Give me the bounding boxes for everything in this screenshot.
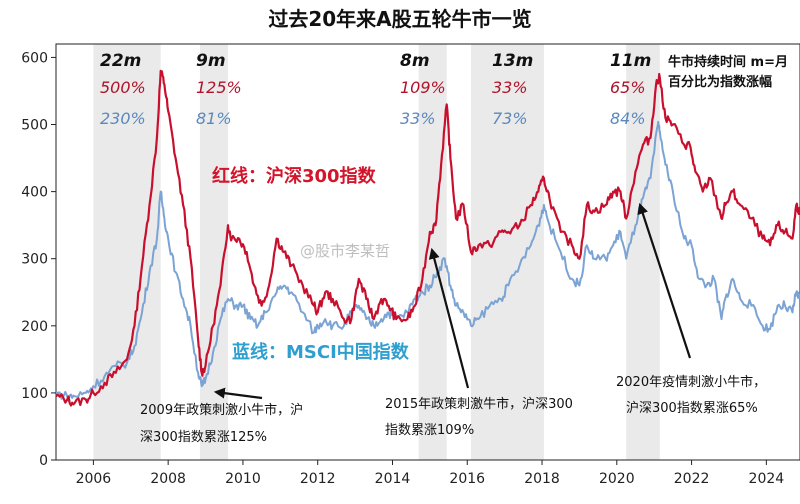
bull-msci-pct-4: 84% [610,109,646,128]
y-tick-label-1: 100 [21,386,48,402]
bull-hs300-pct-0: 500% [100,78,146,97]
annotation-2015: 2015年政策刺激牛市，沪深300 指数累涨109% [385,247,573,438]
annotation-2020-line2: 沪深300指数累涨65% [626,400,758,416]
annotation-2009-arrow [213,387,263,400]
bull-msci-pct-1: 81% [196,109,232,128]
bull-band-3 [470,44,544,460]
x-tick-label-7: 2020 [599,471,635,487]
x-tick-label-4: 2014 [375,471,411,487]
bull-duration-1: 9m [196,51,226,71]
annotation-2015-line1: 2015年政策刺激牛市，沪深300 [385,396,573,412]
bull-hs300-pct-4: 65% [610,78,646,97]
chart-title: 过去20年来A股五轮牛市一览 [268,7,531,31]
x-tick-label-0: 2006 [76,471,112,487]
bull-msci-pct-0: 230% [100,109,146,128]
y-tick-label-0: 0 [39,453,48,469]
y-tick-label-6: 600 [21,50,48,66]
annotation-2020-arrow [637,202,692,359]
plot-frame [55,43,800,461]
annotation-2009-line1: 2009年政策刺激小牛市，沪 [140,402,303,418]
annotation-2015-line2: 指数累涨109% [385,423,474,438]
bull-market-shading [93,44,660,460]
bull-duration-3: 13m [492,51,533,71]
legend-note-duration: 牛市持续时间 m=月 [668,54,788,70]
blue-series-label: 蓝线：MSCI中国指数 [232,341,410,363]
x-tick-label-5: 2016 [449,471,485,487]
annotation-2009-line2: 深300指数累涨125% [140,430,267,445]
red-series-label: 红线：沪深300指数 [212,165,377,187]
bull-duration-2: 8m [400,51,430,71]
bull-msci-pct-3: 73% [492,109,528,128]
y-tick-label-4: 400 [21,185,48,201]
y-axis: 0 100 200 300 400 500 600 [21,50,56,469]
legend-note-percent: 百分比为指数涨幅 [668,74,772,90]
bull-duration-0: 22m [100,51,141,71]
bull-hs300-pct-2: 109% [400,78,446,97]
x-tick-label-1: 2008 [150,471,186,487]
bull-band-0 [93,44,161,460]
annotation-2015-arrow [428,247,470,389]
bull-duration-4: 11m [610,51,651,71]
annotation-2020: 2020年疫情刺激小牛市， 沪深300指数累涨65% [616,202,766,416]
series-line-1 [55,120,800,402]
x-tick-label-2: 2010 [225,471,261,487]
x-tick-label-9: 2024 [749,471,785,487]
bull-hs300-pct-1: 125% [196,78,242,97]
y-tick-label-2: 200 [21,319,48,335]
x-axis: 2006 2008 2010 2012 2014 2016 2018 2020 2022 2024 [76,460,785,487]
annotation-2020-line1: 2020年疫情刺激小牛市， [616,374,766,390]
bull-msci-pct-2: 33% [400,109,436,128]
y-tick-label-3: 300 [21,252,48,268]
watermark: @股市李某哲 [300,242,390,260]
bull-hs300-pct-3: 33% [492,78,528,97]
series-line-0 [55,69,800,407]
annotation-2009: 2009年政策刺激小牛市，沪 深300指数累涨125% [140,387,303,445]
series-layer [55,69,800,407]
y-tick-label-5: 500 [21,118,48,134]
x-tick-label-3: 2012 [300,471,336,487]
x-tick-label-6: 2018 [524,471,560,487]
x-tick-label-8: 2022 [674,471,710,487]
bull-market-labels: 22m 500% 230% 9m 125% 81% 8m 109% 33% 13m 33% 73% 11… [100,51,651,128]
